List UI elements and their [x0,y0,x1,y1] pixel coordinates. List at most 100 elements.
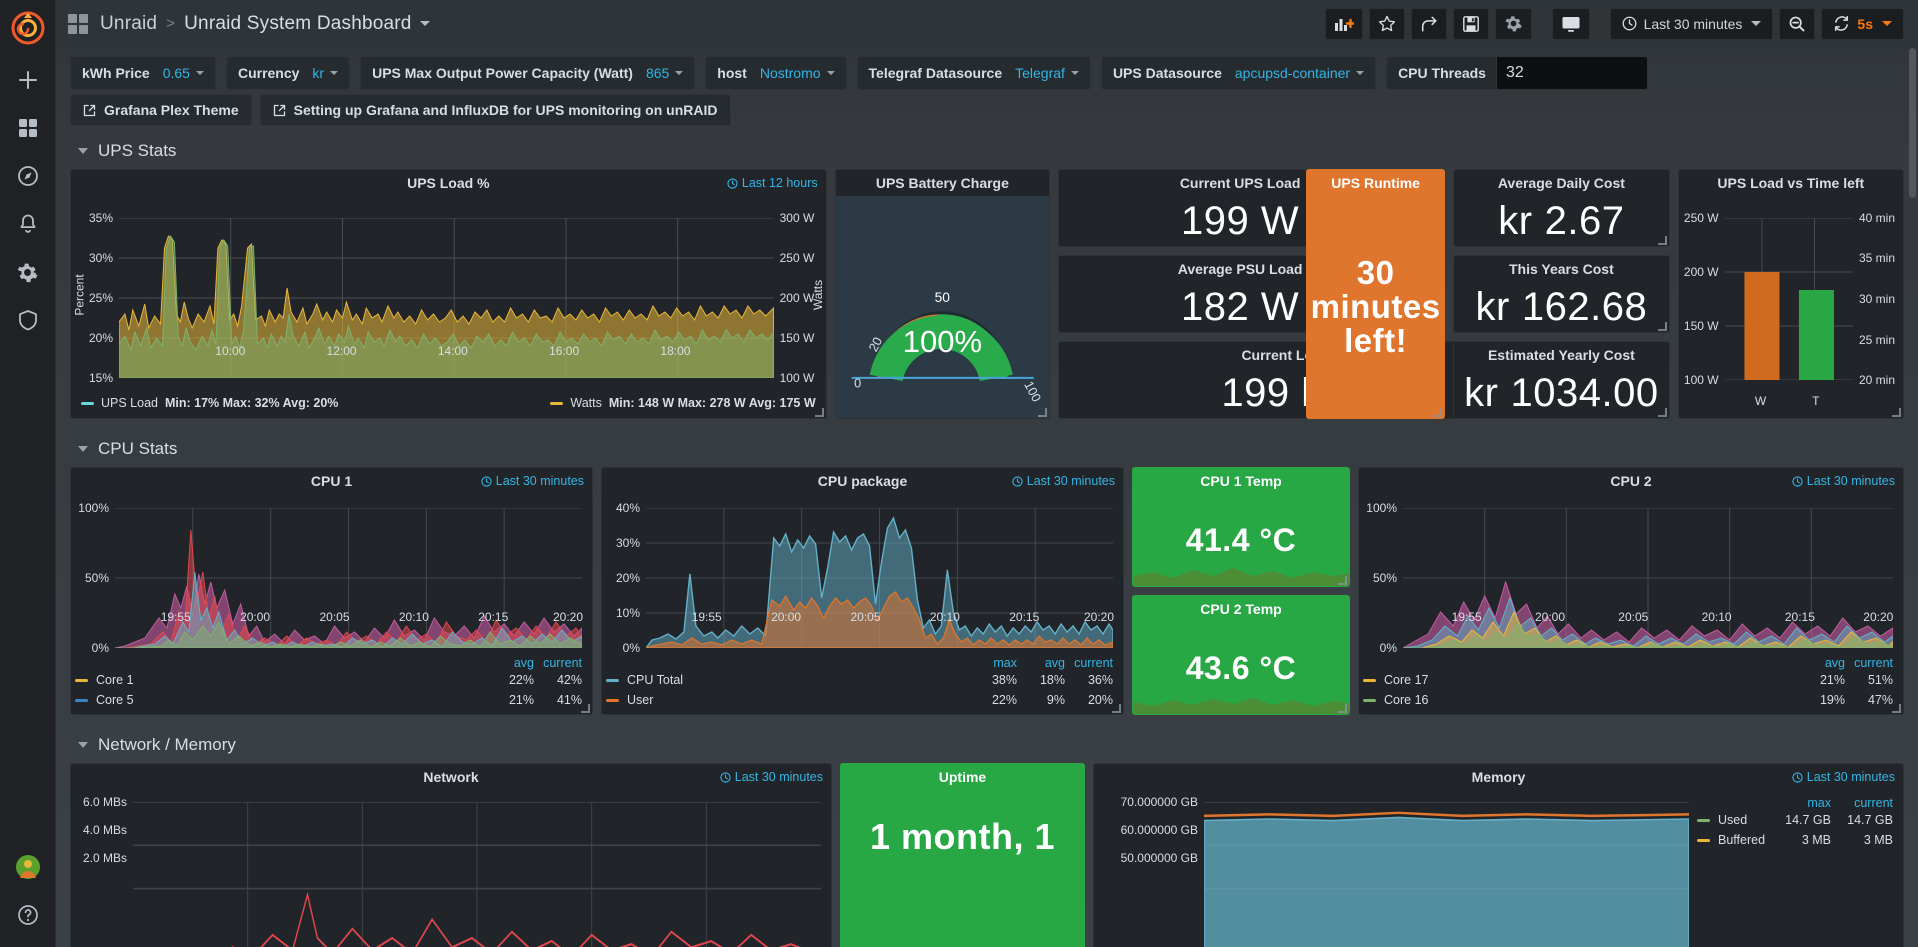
panel-estimated-yearly-cost[interactable]: Estimated Yearly Cost kr 1034.00 [1453,341,1670,419]
variable-value[interactable]: 0.65 [160,65,215,81]
variable-kwh-price[interactable]: kWh Price 0.65 [70,56,216,90]
legend-row[interactable]: User 22% 9% 20% [602,690,1123,710]
panel-network[interactable]: Network Last 30 minutes 6.0 MBs 4.0 MBs … [70,763,832,947]
panel-cpu-1-temp[interactable]: CPU 1 Temp 41.4 °C [1132,467,1350,587]
panel-resize-handle[interactable] [1433,408,1443,417]
legend-header-current[interactable]: current [1074,656,1113,670]
legend-header-current[interactable]: current [543,656,582,670]
panel-ups-load-vs-time-left[interactable]: UPS Load vs Time left 250 W 200 W 150 W … [1677,169,1904,419]
share-dashboard-button[interactable] [1410,7,1447,40]
dashboard-link-ups-monitoring-guide[interactable]: Setting up Grafana and InfluxDB for UPS … [259,94,731,126]
dashboard-link-grafana-plex-theme[interactable]: Grafana Plex Theme [70,94,252,126]
variable-value[interactable]: 865 [643,65,694,81]
legend-item-ups-load[interactable]: UPS Load Min: 17% Max: 32% Avg: 20% [81,396,338,410]
grafana-logo-icon[interactable] [0,0,56,56]
panel-average-daily-cost[interactable]: Average Daily Cost kr 2.67 [1453,169,1670,247]
panel-resize-handle[interactable] [581,704,590,713]
panel-cpu-2-temp[interactable]: CPU 2 Temp 43.6 °C [1132,595,1350,715]
top-navbar: Unraid > Unraid System Dashboard [56,0,1918,48]
legend-current: 41% [556,693,582,707]
breadcrumb-folder[interactable]: Unraid [100,12,158,34]
stat-value: 199 W [1181,198,1300,243]
panel-resize-handle[interactable] [1657,322,1667,331]
row-header-cpu-stats[interactable]: CPU Stats [78,433,1904,465]
panel-resize-handle[interactable] [1038,408,1048,417]
panel-resize-handle[interactable] [1892,704,1901,713]
cpu-threads-input[interactable] [1495,56,1648,90]
sidebar-item-dashboards[interactable] [0,104,56,152]
legend-item-watts[interactable]: Watts Min: 148 W Max: 278 W Avg: 175 W [550,396,816,410]
legend-row[interactable]: Core 17 21% 51% [1359,670,1903,690]
variable-value[interactable]: Telegraf [1012,65,1090,81]
panel-cpu-package[interactable]: CPU package Last 30 minutes 40% 30% 20% … [601,467,1124,715]
panel-cpu-2[interactable]: CPU 2 Last 30 minutes 100% 50% 0% [1358,467,1904,715]
time-range-picker[interactable]: Last 30 minutes [1609,7,1774,40]
legend-header-avg[interactable]: avg [513,656,534,670]
legend-headers[interactable]: max avg current [602,656,1123,670]
legend-header-max[interactable]: max [993,656,1017,670]
legend-scrollbar[interactable] [585,680,590,704]
legend-headers[interactable]: max current [1693,796,1903,810]
legend-header-current[interactable]: current [1854,796,1893,810]
legend-header-max[interactable]: max [1807,796,1831,810]
legend-row[interactable]: Core 1 22% 42% [71,670,592,690]
panel-cpu-1[interactable]: CPU 1 Last 30 minutes 100% 50% 0% [70,467,593,715]
dashboard-settings-button[interactable] [1494,7,1532,40]
legend-series-name: User [627,693,654,707]
sidebar-item-user-avatar[interactable] [0,843,56,891]
legend-row[interactable]: CPU Total 38% 18% 36% [602,670,1123,690]
legend-headers[interactable]: avg current [1359,656,1903,670]
panel-uptime[interactable]: Uptime 1 month, 1 [840,763,1085,947]
legend-row[interactable]: Core 5 21% 41% [71,690,592,710]
legend-row[interactable]: Core 16 19% 47% [1359,690,1903,710]
panel-this-years-cost[interactable]: This Years Cost kr 162.68 [1453,255,1670,333]
variable-ups-datasource[interactable]: UPS Datasource apcupsd-container [1100,56,1377,90]
panel-memory[interactable]: Memory Last 30 minutes 70.000000 GB 60.0… [1093,763,1904,947]
variable-value[interactable]: apcupsd-container [1232,65,1375,81]
tv-kiosk-button[interactable] [1551,7,1590,40]
legend-row[interactable]: Buffered 3 MB 3 MB [1693,830,1903,850]
sidebar-item-alerting[interactable] [0,200,56,248]
legend-headers[interactable]: avg current [71,656,592,670]
panel-resize-handle[interactable] [1892,408,1901,417]
variable-value[interactable]: Nostromo [757,65,846,81]
zoom-out-time-button[interactable] [1779,7,1816,40]
page-title[interactable]: Unraid System Dashboard [184,12,412,34]
variable-telegraf-datasource[interactable]: Telegraf Datasource Telegraf [856,56,1091,90]
sidebar-item-configuration[interactable] [0,248,56,296]
sidebar-item-create[interactable] [0,56,56,104]
panel-resize-handle[interactable] [814,408,824,417]
chevron-down-icon[interactable] [419,21,430,26]
mark-favorite-button[interactable] [1368,7,1405,40]
sidebar-item-server-admin[interactable] [0,296,56,344]
legend-header-current[interactable]: current [1854,656,1893,670]
variable-ups-max-output-power[interactable]: UPS Max Output Power Capacity (Watt) 865 [360,56,696,90]
sidebar-item-explore[interactable] [0,152,56,200]
save-dashboard-button[interactable] [1452,7,1489,40]
legend-row[interactable]: Used 14.7 GB 14.7 GB [1693,810,1903,830]
panel-ups-runtime[interactable]: UPS Runtime 30 minutes left! [1306,169,1446,419]
panel-resize-handle[interactable] [1657,236,1667,245]
dashboard-grid-icon[interactable] [68,13,88,34]
panel-ups-load-percent[interactable]: UPS Load % Last 12 hours 35% 30% 25% 20%… [70,169,827,419]
variable-cpu-threads[interactable]: CPU Threads [1386,56,1648,90]
variable-host[interactable]: host Nostromo [705,56,847,90]
legend-header-avg[interactable]: avg [1044,656,1065,670]
legend-header-avg[interactable]: avg [1824,656,1845,670]
refresh-picker[interactable]: 5s [1821,7,1904,40]
row-header-network-memory[interactable]: Network / Memory [78,729,1904,761]
panel-resize-handle[interactable] [1338,704,1347,713]
variable-value[interactable]: kr [309,65,349,81]
row-header-ups-stats[interactable]: UPS Stats [78,135,1904,167]
add-panel-button[interactable] [1324,7,1363,40]
panel-resize-handle[interactable] [1338,576,1347,585]
panel-ups-battery-charge[interactable]: UPS Battery Charge 50 20 0 100 [834,169,1051,419]
plot-area-cpu1 [115,508,582,648]
scrollbar-thumb[interactable] [1909,48,1916,198]
stat-value: kr 2.67 [1498,196,1624,246]
page-scrollbar[interactable] [1909,0,1916,947]
variable-currency[interactable]: Currency kr [225,56,351,90]
panel-resize-handle[interactable] [1657,408,1667,417]
panel-resize-handle[interactable] [1112,704,1121,713]
sidebar-item-help[interactable] [0,891,56,939]
